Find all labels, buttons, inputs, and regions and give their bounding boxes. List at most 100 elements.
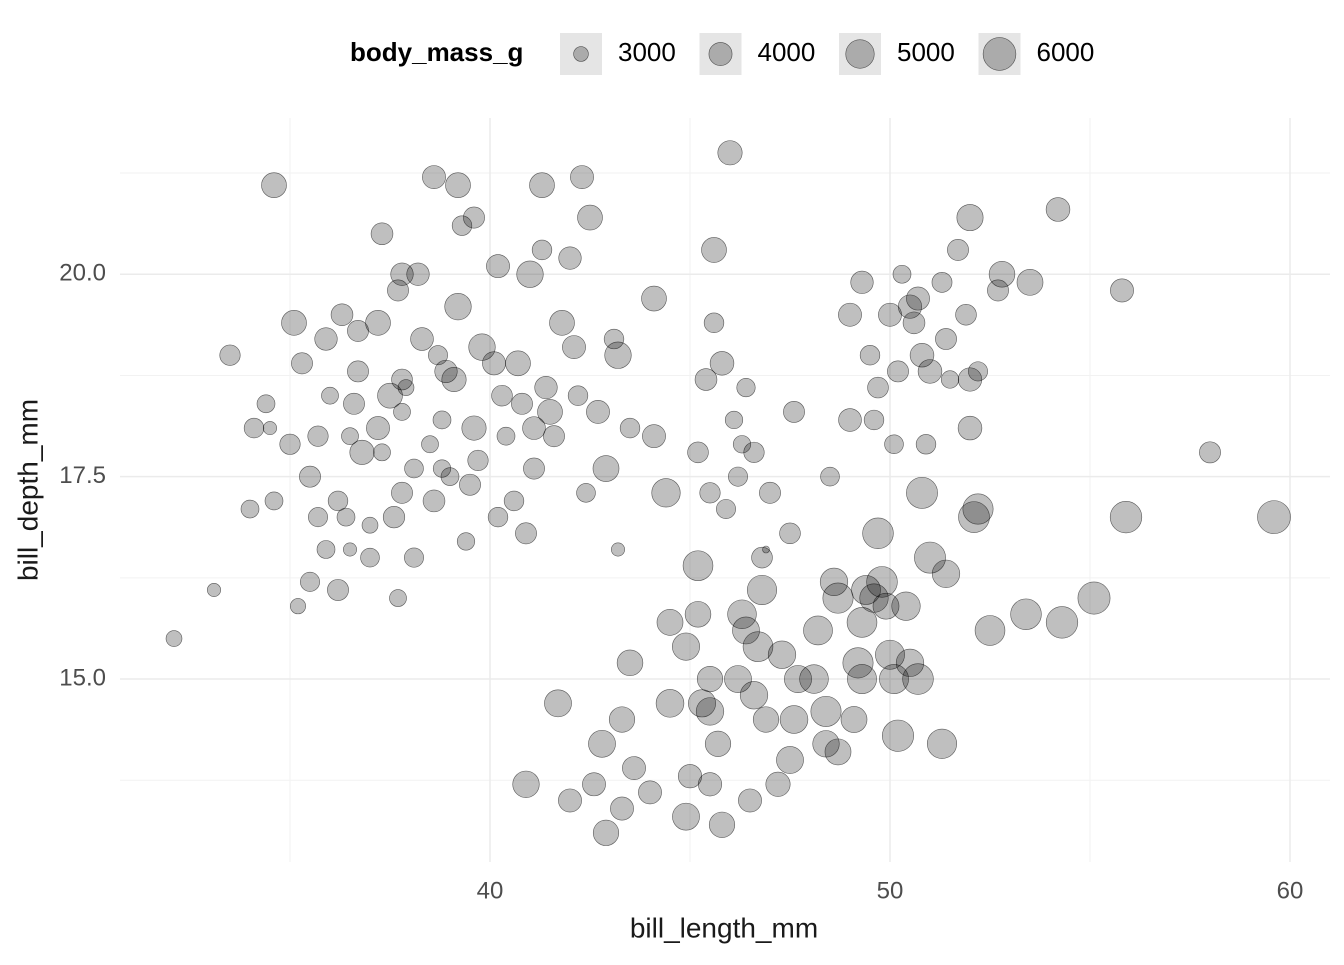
bubble (947, 239, 969, 261)
bubble (863, 409, 885, 431)
bubble (341, 427, 359, 445)
bubble (361, 516, 379, 534)
legend-label: 3000 (618, 37, 676, 67)
bubble (592, 819, 620, 846)
bubble (219, 344, 241, 366)
bubble (862, 517, 894, 549)
bubble (892, 264, 912, 284)
legend-bubble (573, 46, 589, 62)
bubble (360, 547, 380, 568)
bubble (558, 246, 582, 270)
bubble (642, 424, 666, 449)
bubble (619, 417, 641, 439)
bubble (765, 771, 791, 797)
bubble (914, 541, 946, 574)
bubble (558, 788, 582, 813)
bubble (699, 482, 721, 504)
bubble (940, 370, 960, 389)
bubble (491, 384, 513, 407)
bubble (608, 706, 636, 733)
bubble (586, 399, 610, 424)
bubble (968, 361, 988, 382)
bubble (1045, 197, 1071, 222)
bubble (703, 312, 725, 333)
bubble (840, 706, 868, 733)
bubble (434, 359, 458, 383)
bubble (503, 490, 525, 512)
legend-label: 4000 (758, 37, 816, 67)
bubble (468, 333, 496, 361)
bubble (902, 663, 934, 695)
bubble (687, 441, 709, 464)
bubble (672, 632, 700, 661)
bubble (651, 478, 681, 508)
bubble (534, 376, 558, 400)
legend-key (560, 33, 602, 75)
bubble (641, 285, 667, 312)
bubble (308, 507, 328, 528)
bubble (974, 615, 1006, 646)
bubble (207, 583, 221, 597)
bubble (850, 270, 874, 294)
bubble (906, 476, 938, 509)
bubble (935, 328, 957, 350)
bubble (390, 262, 414, 286)
bubble (824, 738, 852, 766)
bubble (906, 286, 930, 311)
y-tick-label: 17.5 (59, 462, 106, 489)
bubble (577, 204, 603, 231)
bubble (738, 788, 762, 813)
bubble (957, 415, 983, 441)
bubble (421, 435, 439, 454)
bubble (256, 394, 276, 414)
y-tick-label: 15.0 (59, 664, 106, 691)
bubble (746, 574, 778, 606)
bubble (682, 550, 714, 581)
bubble (456, 532, 476, 551)
bubble (391, 481, 413, 504)
bubble (373, 443, 391, 462)
bubble (694, 368, 718, 391)
bubble (732, 616, 760, 645)
bubble (695, 697, 725, 726)
bubble (701, 237, 727, 263)
bubble (382, 506, 406, 529)
bubble (851, 575, 881, 605)
bubble (704, 730, 732, 757)
bubble (759, 481, 781, 504)
bubble (610, 796, 634, 821)
bubble (717, 140, 743, 166)
bubble (349, 439, 375, 465)
bubble (393, 403, 411, 421)
bubble (752, 706, 780, 733)
bubble (523, 457, 545, 480)
bubble (603, 328, 625, 350)
bubble (762, 545, 770, 554)
bubble (962, 493, 994, 525)
bubble (724, 410, 744, 430)
bubble (1045, 606, 1079, 639)
bubble (365, 310, 391, 336)
bubble (957, 367, 983, 392)
bubble (887, 360, 909, 383)
bubble (377, 382, 403, 409)
bubble (820, 466, 840, 487)
bubble (655, 689, 685, 718)
bubble (882, 719, 914, 752)
bubble (866, 566, 898, 598)
bubble (511, 392, 533, 415)
bubble (727, 599, 757, 629)
bubble (988, 261, 1016, 288)
bubble (588, 729, 616, 758)
x-tick-label: 50 (877, 877, 904, 904)
bubble (867, 376, 889, 399)
legend-bubble (845, 39, 875, 69)
bubble (917, 359, 943, 384)
bubble (846, 607, 878, 638)
bubble (709, 351, 735, 376)
bubble (487, 506, 509, 528)
bubble (592, 455, 620, 482)
bubble (616, 649, 644, 677)
bubble (822, 582, 854, 614)
